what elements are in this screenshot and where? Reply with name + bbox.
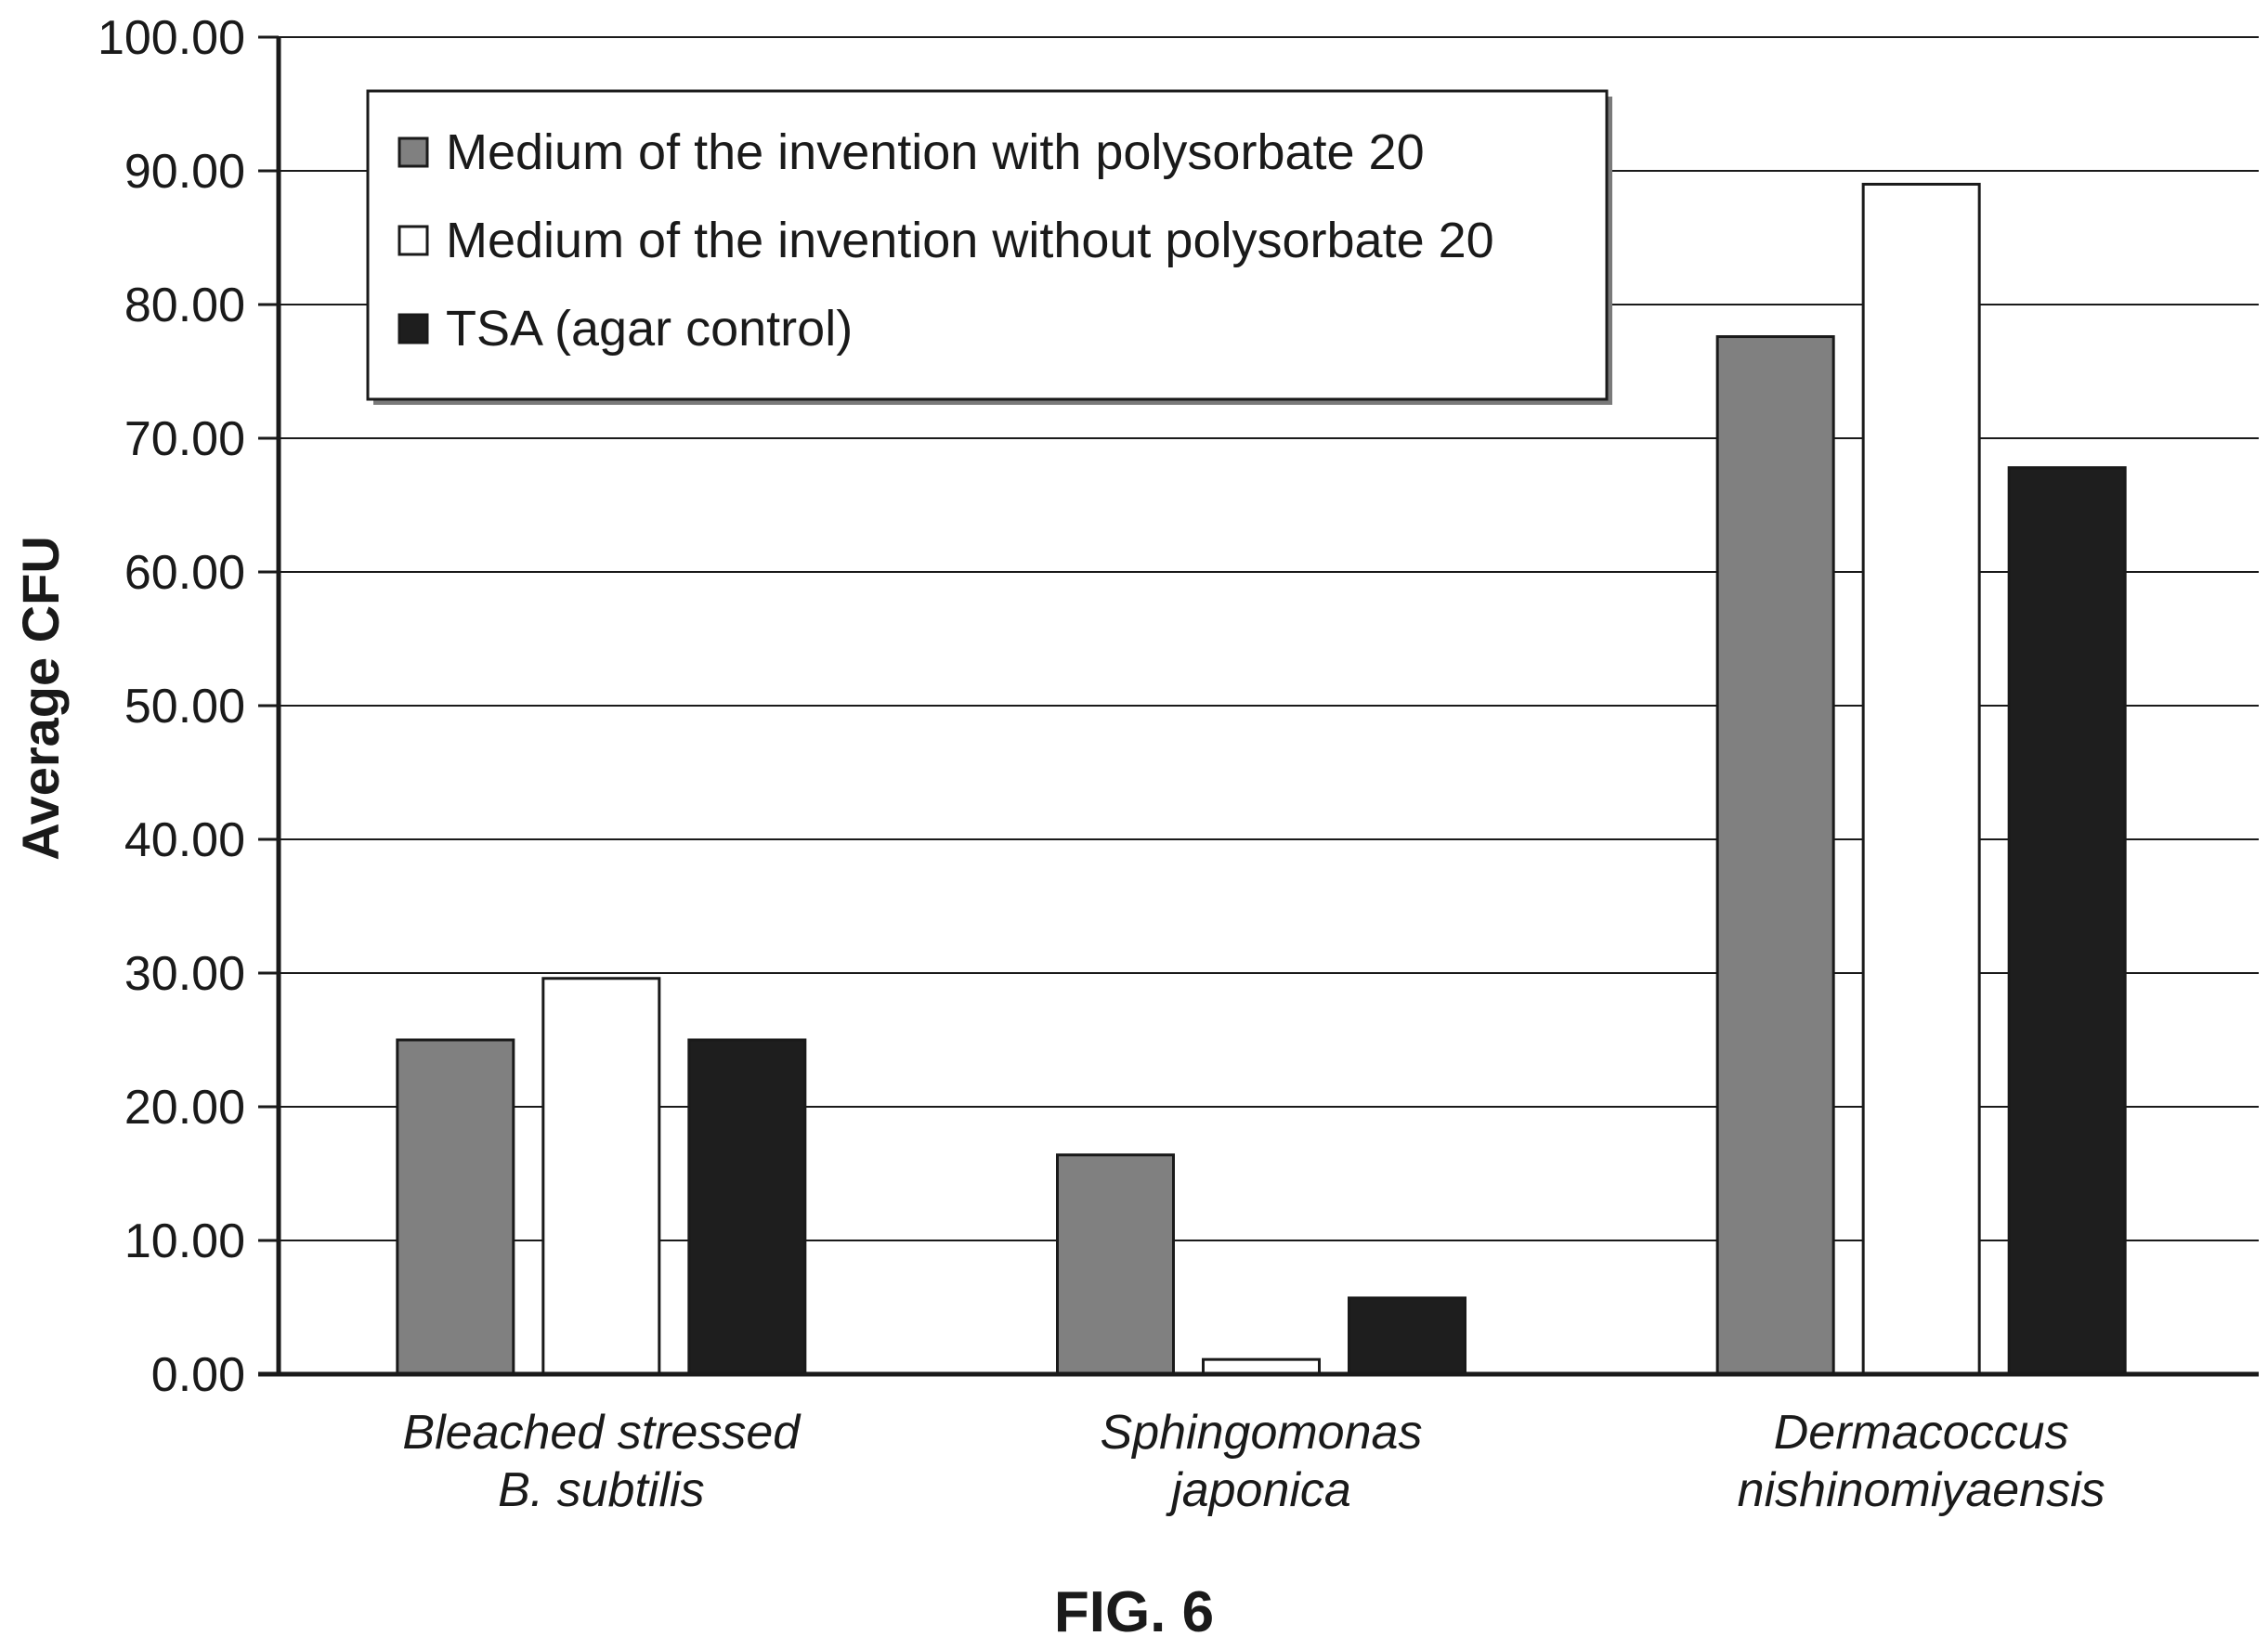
x-category-label: nishinomiyaensis bbox=[1738, 1463, 2105, 1517]
y-axis-title: Average CFU bbox=[11, 536, 70, 861]
y-tick-label: 0.00 bbox=[151, 1348, 245, 1402]
y-tick-label: 30.00 bbox=[124, 947, 245, 1001]
legend-label: Medium of the invention without polysorb… bbox=[446, 213, 1494, 268]
y-tick-label: 70.00 bbox=[124, 412, 245, 466]
legend-swatch bbox=[398, 225, 429, 256]
legend-swatch bbox=[398, 313, 429, 344]
bar-series2-cat1 bbox=[541, 977, 661, 1376]
bar-series3-cat3 bbox=[2007, 466, 2127, 1376]
bar-series1-cat2 bbox=[1056, 1153, 1175, 1376]
y-tick-label: 60.00 bbox=[124, 546, 245, 600]
legend-swatch bbox=[398, 136, 429, 168]
x-category-label: B. subtilis bbox=[498, 1463, 705, 1517]
y-tick-label: 90.00 bbox=[124, 145, 245, 199]
legend-box bbox=[366, 89, 1609, 401]
y-tick-label: 80.00 bbox=[124, 279, 245, 332]
x-category-label: japonica bbox=[1166, 1463, 1351, 1517]
x-category-label: Dermacoccus bbox=[1774, 1406, 2069, 1460]
x-category-label: Sphingomonas bbox=[1101, 1406, 1423, 1460]
bar-series3-cat1 bbox=[687, 1038, 807, 1376]
legend: Medium of the invention with polysorbate… bbox=[366, 89, 1612, 405]
legend-label: TSA (agar control) bbox=[446, 301, 853, 357]
axes bbox=[258, 35, 2259, 1377]
y-tick-label: 50.00 bbox=[124, 680, 245, 734]
y-tick-label: 10.00 bbox=[124, 1214, 245, 1268]
bar-series2-cat3 bbox=[1861, 182, 1981, 1376]
y-tick-label: 100.00 bbox=[98, 11, 245, 65]
figure-caption: FIG. 6 bbox=[1054, 1580, 1214, 1644]
x-category-label: Bleached stressed bbox=[402, 1406, 802, 1460]
bar-series1-cat3 bbox=[1715, 335, 1835, 1376]
y-tick-label: 20.00 bbox=[124, 1081, 245, 1135]
bar-series3-cat2 bbox=[1348, 1296, 1466, 1376]
y-tick-label: 40.00 bbox=[124, 813, 245, 867]
legend-label: Medium of the invention with polysorbate… bbox=[446, 124, 1425, 180]
y-tick-labels: 0.00 10.00 20.00 30.00 40.00 50.00 60.00 70.00 8… bbox=[98, 11, 245, 1402]
bar-series1-cat1 bbox=[396, 1038, 515, 1376]
